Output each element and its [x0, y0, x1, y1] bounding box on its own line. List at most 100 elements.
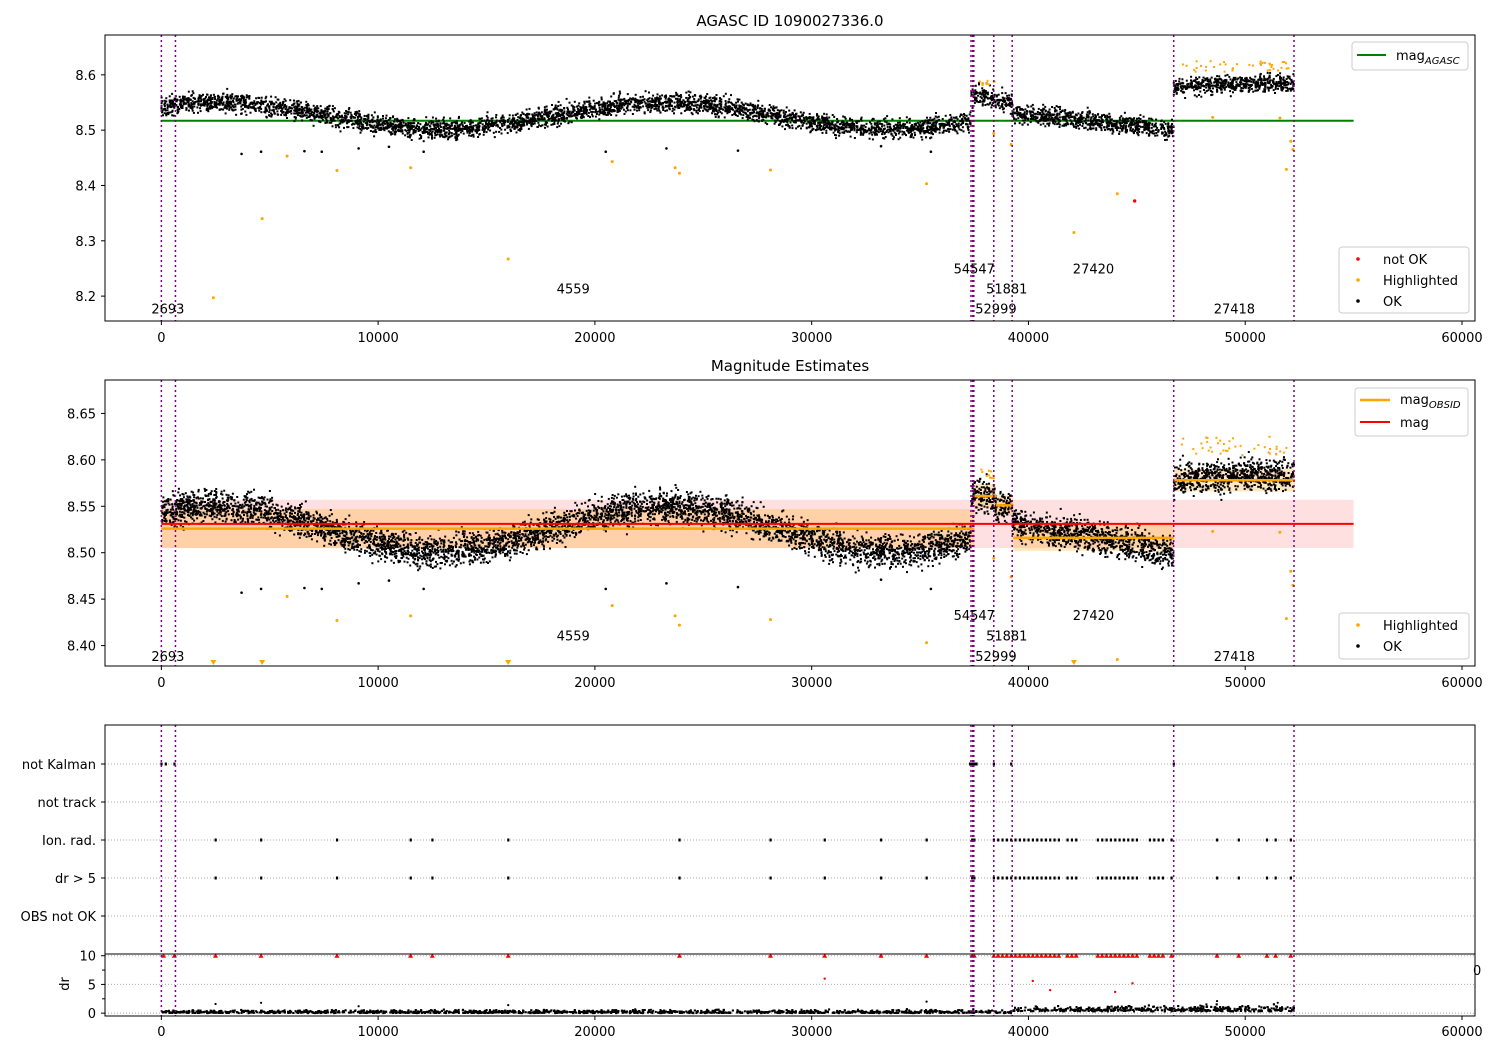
ok-point — [764, 121, 767, 124]
ok-point — [177, 110, 180, 113]
ok-point — [511, 118, 514, 121]
ok-point — [1275, 81, 1278, 83]
ok-point — [1112, 125, 1115, 128]
ok-point — [591, 110, 594, 113]
ok-point — [1181, 88, 1184, 91]
ok-point — [963, 113, 965, 115]
ok-point — [486, 116, 489, 119]
ok-point — [1015, 107, 1018, 109]
ok-point — [928, 126, 931, 129]
ok-point — [430, 127, 433, 130]
ok-point — [160, 107, 163, 110]
ok-point — [983, 97, 986, 100]
ok-point — [1196, 88, 1199, 91]
ok-point — [422, 125, 425, 128]
ok-point — [334, 116, 336, 119]
ok-point — [909, 136, 912, 139]
ok-point — [766, 123, 769, 126]
ok-point — [1264, 84, 1267, 87]
ok-point — [921, 120, 924, 123]
ok-point — [435, 124, 438, 127]
ok-point — [1165, 138, 1168, 141]
ok-point — [531, 120, 534, 123]
ok-point — [596, 102, 598, 105]
ok-point — [1222, 86, 1225, 89]
ok-point — [979, 91, 982, 94]
ok-point — [876, 122, 879, 125]
ok-point — [242, 95, 245, 98]
ok-point — [537, 117, 539, 120]
ok-point — [1152, 125, 1155, 128]
ok-point — [573, 106, 576, 109]
ok-point — [1256, 84, 1259, 87]
ok-point — [542, 113, 545, 116]
ok-point — [556, 122, 559, 125]
ok-point — [1264, 79, 1267, 81]
ok-point — [715, 94, 718, 96]
ok-point — [724, 102, 727, 105]
ok-point — [905, 134, 907, 137]
ok-point — [293, 99, 295, 102]
ok-point — [455, 121, 458, 123]
ok-point — [940, 122, 943, 125]
ok-point — [685, 105, 688, 108]
ok-point — [1095, 127, 1098, 130]
ok-point — [982, 91, 985, 94]
ok-point — [182, 97, 184, 100]
ok-point — [651, 101, 654, 104]
ok-point — [771, 112, 774, 115]
ok-point — [1175, 91, 1178, 94]
ok-point — [311, 119, 313, 122]
ok-point — [178, 95, 181, 98]
ok-point — [842, 115, 845, 118]
ok-point — [304, 111, 307, 114]
ok-point — [923, 131, 926, 134]
ok-point — [197, 97, 200, 100]
ok-point — [1061, 110, 1064, 112]
ok-point — [1071, 110, 1074, 113]
ok-point — [481, 123, 484, 126]
ok-point — [978, 101, 981, 103]
ok-point — [746, 118, 749, 121]
ok-point — [1057, 121, 1060, 124]
ok-point — [733, 106, 736, 108]
ok-point — [398, 123, 401, 126]
ok-point — [187, 97, 190, 100]
ok-point — [1184, 88, 1187, 90]
ok-point — [839, 122, 842, 125]
ok-point — [1066, 123, 1069, 126]
ok-point — [172, 105, 175, 108]
ok-point — [718, 106, 721, 109]
ok-point — [773, 122, 776, 125]
ok-point — [661, 94, 664, 97]
ok-point — [807, 121, 810, 124]
ok-point — [265, 95, 268, 98]
ok-point — [618, 99, 621, 102]
ok-point — [1053, 123, 1056, 126]
ok-point — [358, 122, 361, 125]
ok-point — [1058, 123, 1061, 126]
ok-point — [1053, 113, 1056, 116]
ok-point — [1259, 73, 1262, 76]
ok-point — [913, 131, 916, 134]
ok-point — [1204, 79, 1207, 82]
ok-point — [224, 95, 227, 98]
ok-point — [766, 113, 769, 116]
ok-point — [631, 113, 634, 115]
ok-point — [187, 90, 190, 93]
ok-point — [309, 112, 312, 115]
ok-point — [899, 127, 902, 130]
ok-point — [915, 124, 918, 127]
ok-point — [561, 116, 564, 119]
ok-point — [715, 97, 718, 100]
ok-point — [949, 114, 952, 116]
ok-point — [707, 108, 710, 111]
ok-point — [279, 105, 282, 108]
ok-point — [1205, 77, 1208, 80]
ok-point — [176, 112, 179, 115]
ok-point — [836, 118, 839, 120]
ok-point — [1115, 122, 1118, 125]
ok-point — [1047, 122, 1050, 125]
ok-point — [270, 103, 272, 106]
ok-point — [912, 129, 915, 132]
